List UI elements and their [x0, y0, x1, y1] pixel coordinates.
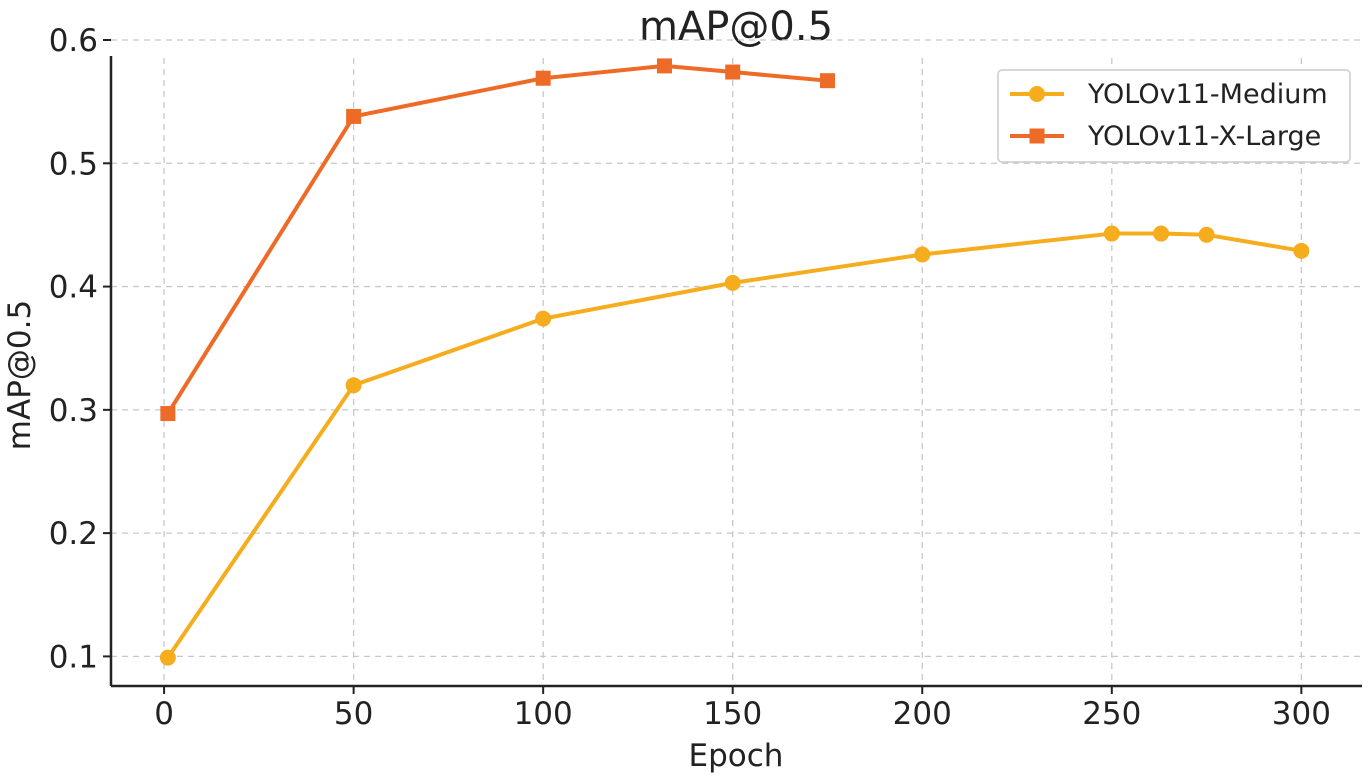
series-line-yolov11-medium — [166, 231, 1302, 659]
legend-marker-yolov11-medium — [1029, 86, 1045, 102]
data-point-yolov11-medium — [535, 310, 552, 327]
series-group — [159, 58, 1310, 666]
y-tick-label: 0.3 — [49, 393, 98, 429]
y-tick-label: 0.2 — [49, 516, 98, 552]
data-point-yolov11-medium — [1198, 226, 1215, 243]
x-tick-label: 50 — [334, 696, 373, 732]
y-tick-label: 0.6 — [49, 23, 98, 59]
legend-box — [997, 69, 1351, 163]
data-point-yolov11-x-large — [535, 70, 551, 86]
x-axis-ticks: 0 50 100 150 200 250 300 — [154, 686, 1331, 732]
chart-title: mAP@0.5 — [639, 4, 833, 50]
x-tick-label: 0 — [154, 696, 174, 732]
y-tick-label: 0.1 — [49, 639, 98, 675]
axes — [109, 56, 1362, 688]
x-tick-label: 250 — [1082, 696, 1141, 732]
series-line-yolov11-x-large — [166, 63, 828, 415]
y-axis-ticks: 0.1 0.2 0.3 0.4 0.5 0.6 — [49, 23, 111, 675]
y-tick-label: 0.4 — [49, 270, 98, 306]
x-tick-label: 200 — [893, 696, 952, 732]
x-tick-label: 100 — [514, 696, 573, 732]
data-point-yolov11-x-large — [346, 108, 362, 124]
y-axis-title: mAP@0.5 — [2, 300, 38, 450]
data-point-yolov11-medium — [914, 246, 931, 263]
data-point-yolov11-x-large — [819, 73, 835, 89]
x-tick-label: 150 — [703, 696, 762, 732]
data-point-yolov11-medium — [1103, 225, 1120, 242]
data-point-yolov11-medium — [724, 274, 741, 291]
data-point-yolov11-x-large — [656, 58, 672, 74]
y-tick-label: 0.5 — [49, 146, 98, 182]
legend-label-yolov11-x-large: YOLOv11-X-Large — [1087, 121, 1321, 152]
data-point-yolov11-x-large — [160, 406, 176, 422]
legend-marker-yolov11-x-large — [1029, 128, 1045, 144]
x-axis-title: Epoch — [689, 738, 784, 774]
legend-label-yolov11-medium: YOLOv11-Medium — [1087, 79, 1328, 110]
data-point-yolov11-medium — [1153, 225, 1170, 242]
data-point-yolov11-medium — [345, 377, 362, 394]
data-point-yolov11-x-large — [725, 64, 741, 80]
data-point-yolov11-medium — [159, 649, 176, 666]
x-tick-label: 300 — [1272, 696, 1331, 732]
data-point-yolov11-medium — [1293, 242, 1310, 259]
legend: YOLOv11-Medium YOLOv11-X-Large — [997, 69, 1351, 163]
